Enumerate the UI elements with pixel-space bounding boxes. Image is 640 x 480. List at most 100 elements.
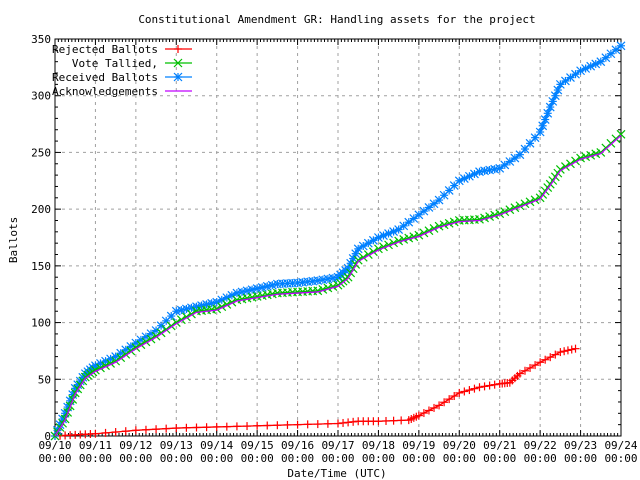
data-point — [187, 303, 196, 313]
data-point — [551, 350, 560, 359]
series-vote-tallied — [50, 129, 626, 441]
marker-stroke — [384, 229, 393, 238]
data-point — [430, 403, 439, 412]
data-point — [480, 213, 489, 223]
data-point — [581, 152, 591, 162]
y-tick-label: 150 — [31, 260, 51, 273]
data-point — [460, 387, 469, 396]
x-tick-label: 00:00 — [119, 452, 152, 465]
x-tick-label: 09/21 — [483, 439, 516, 452]
data-point — [560, 76, 570, 86]
data-point — [131, 426, 140, 435]
data-point — [445, 395, 454, 404]
marker-stroke — [187, 303, 196, 313]
x-tick-label: 09/16 — [281, 439, 314, 452]
data-point — [382, 416, 391, 425]
marker-stroke — [475, 214, 484, 224]
data-point — [541, 355, 550, 364]
series-line — [54, 348, 576, 437]
data-point — [399, 221, 409, 231]
data-point — [444, 218, 454, 228]
data-point — [232, 288, 242, 298]
data-point — [273, 421, 282, 430]
x-tick-label: 00:00 — [38, 452, 71, 465]
data-point — [485, 381, 494, 390]
marker-stroke — [424, 203, 434, 212]
marker-stroke — [439, 220, 449, 230]
data-point — [242, 286, 252, 296]
data-point — [419, 409, 428, 418]
marker-stroke — [404, 233, 414, 243]
x-tick-label: 09/19 — [402, 439, 435, 452]
data-point — [566, 73, 575, 82]
data-point — [536, 358, 545, 367]
marker-stroke — [389, 227, 399, 236]
data-point — [439, 220, 449, 230]
marker-stroke — [611, 45, 621, 55]
data-point — [581, 64, 591, 73]
marker-stroke — [444, 218, 454, 228]
marker-stroke — [581, 152, 591, 162]
data-point — [409, 214, 419, 223]
data-point — [591, 149, 601, 159]
marker-stroke — [399, 221, 409, 231]
x-tick-label: 00:00 — [362, 452, 395, 465]
data-point — [424, 406, 433, 415]
x-tick-label: 09/17 — [321, 439, 354, 452]
data-point — [475, 383, 484, 392]
data-point — [397, 416, 406, 425]
marker-stroke — [449, 217, 459, 227]
data-point — [495, 163, 505, 173]
data-point — [174, 45, 182, 53]
marker-stroke — [419, 206, 429, 216]
data-point — [404, 217, 414, 227]
data-point — [232, 422, 241, 431]
data-point — [176, 305, 186, 315]
data-point — [450, 392, 459, 401]
data-point — [243, 422, 252, 431]
marker-stroke — [173, 72, 183, 82]
data-point — [500, 160, 510, 170]
data-point — [253, 421, 262, 430]
x-tick-label: 09/11 — [79, 439, 112, 452]
x-tick-label: 00:00 — [321, 452, 354, 465]
y-tick-label: 200 — [31, 203, 51, 216]
data-point — [495, 209, 505, 219]
marker-stroke — [374, 233, 383, 242]
data-point — [222, 422, 231, 431]
data-point — [555, 79, 565, 89]
marker-stroke — [318, 284, 328, 294]
data-point — [267, 280, 277, 290]
data-point — [91, 429, 100, 438]
data-point — [368, 235, 378, 245]
data-point — [111, 428, 120, 437]
marker-stroke — [555, 165, 565, 174]
data-point — [212, 422, 221, 431]
marker-stroke — [267, 280, 277, 290]
data-point — [313, 286, 323, 296]
data-point — [414, 210, 424, 220]
x-axis-label: Date/Time (UTC) — [287, 467, 386, 480]
data-point — [262, 281, 272, 291]
marker-stroke — [591, 149, 601, 159]
marker-stroke — [409, 214, 419, 223]
x-tick-label: 09/13 — [160, 439, 193, 452]
x-tick-label: 09/10 — [38, 439, 71, 452]
data-point — [374, 417, 383, 426]
data-point — [455, 388, 464, 397]
x-tick-label: 09/24 — [604, 439, 637, 452]
marker-stroke — [414, 210, 424, 220]
data-point — [485, 212, 495, 221]
data-point — [560, 347, 569, 356]
marker-stroke — [313, 286, 323, 296]
data-point — [435, 401, 444, 410]
marker-stroke — [596, 57, 606, 67]
data-point — [328, 282, 338, 291]
data-point — [162, 424, 171, 433]
x-tick-label: 09/15 — [241, 439, 274, 452]
data-point — [257, 282, 267, 292]
x-tick-label: 00:00 — [524, 452, 557, 465]
marker-stroke — [328, 282, 338, 291]
data-point — [616, 41, 626, 51]
data-point — [556, 348, 565, 357]
